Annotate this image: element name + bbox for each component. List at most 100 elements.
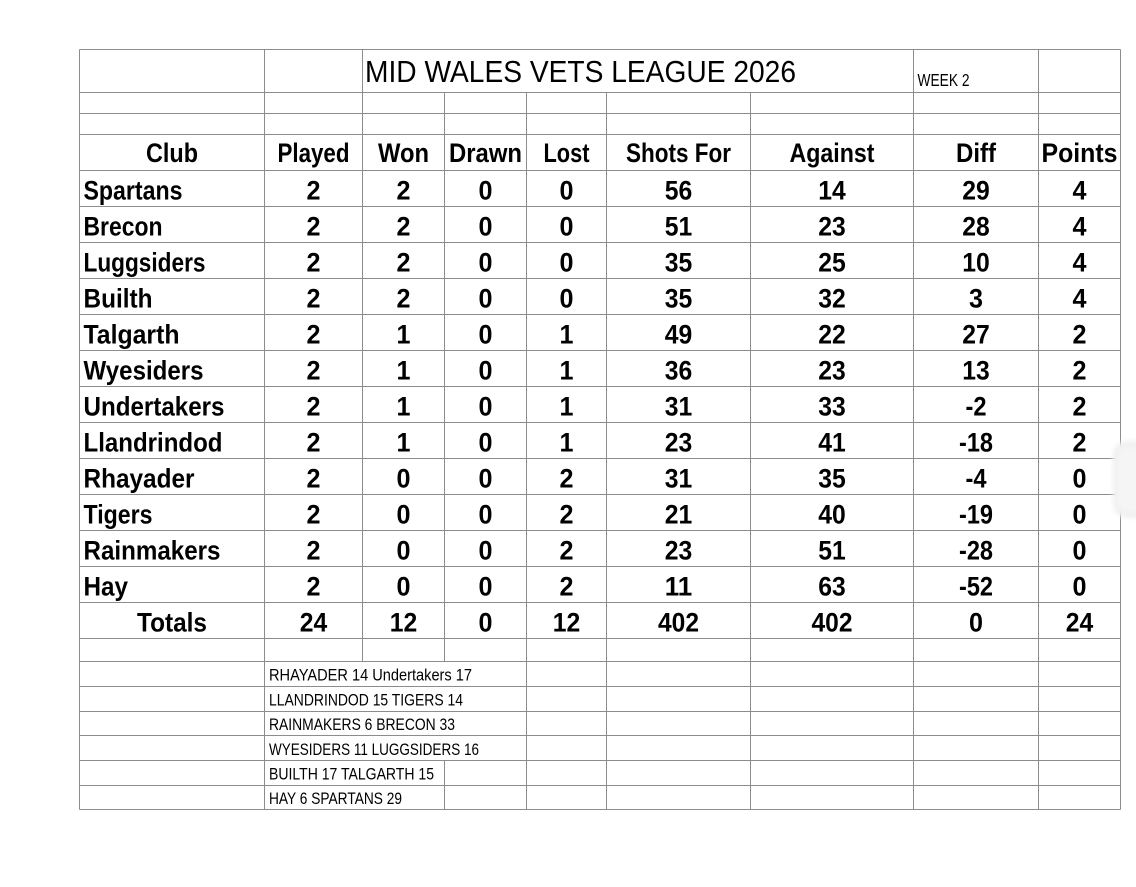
svg-text:Totals: Totals <box>137 608 207 638</box>
svg-text:Spartans: Spartans <box>84 176 183 206</box>
svg-text:2: 2 <box>307 176 321 206</box>
svg-text:Played: Played <box>278 138 350 168</box>
svg-text:Builth: Builth <box>84 284 153 314</box>
svg-text:63: 63 <box>818 572 846 602</box>
svg-text:3: 3 <box>969 284 983 314</box>
svg-text:0: 0 <box>479 356 493 386</box>
svg-text:2: 2 <box>560 536 574 566</box>
svg-text:WEEK 2: WEEK 2 <box>918 70 970 90</box>
svg-text:2: 2 <box>1073 356 1087 386</box>
svg-text:-2: -2 <box>966 392 987 422</box>
svg-text:Tigers: Tigers <box>84 500 153 530</box>
svg-text:Talgarth: Talgarth <box>84 320 180 350</box>
svg-text:35: 35 <box>818 464 846 494</box>
svg-text:24: 24 <box>300 608 328 638</box>
svg-text:HAY 6 SPARTANS 29: HAY 6 SPARTANS 29 <box>269 789 402 808</box>
svg-text:13: 13 <box>962 356 990 386</box>
svg-text:51: 51 <box>818 536 846 566</box>
svg-text:51: 51 <box>665 212 693 242</box>
svg-text:0: 0 <box>397 572 411 602</box>
svg-text:1: 1 <box>560 428 574 458</box>
svg-text:29: 29 <box>962 176 990 206</box>
svg-text:Points: Points <box>1042 138 1118 168</box>
svg-text:0: 0 <box>479 248 493 278</box>
svg-text:22: 22 <box>818 320 846 350</box>
svg-text:4: 4 <box>1073 284 1087 314</box>
svg-text:1: 1 <box>397 320 411 350</box>
svg-text:0: 0 <box>479 284 493 314</box>
svg-text:2: 2 <box>307 572 321 602</box>
svg-text:41: 41 <box>818 428 846 458</box>
svg-text:27: 27 <box>962 320 990 350</box>
svg-text:4: 4 <box>1073 212 1087 242</box>
svg-text:4: 4 <box>1073 248 1087 278</box>
svg-text:-52: -52 <box>959 572 993 602</box>
svg-text:2: 2 <box>1073 428 1087 458</box>
svg-text:24: 24 <box>1066 608 1094 638</box>
svg-text:WYESIDERS 11 LUGGSIDERS 16: WYESIDERS 11 LUGGSIDERS 16 <box>269 740 479 759</box>
svg-text:0: 0 <box>479 392 493 422</box>
svg-text:0: 0 <box>479 536 493 566</box>
svg-text:4: 4 <box>1073 176 1087 206</box>
svg-text:Brecon: Brecon <box>84 212 163 242</box>
svg-text:2: 2 <box>397 212 411 242</box>
svg-text:35: 35 <box>665 248 693 278</box>
svg-text:36: 36 <box>665 356 693 386</box>
svg-text:0: 0 <box>397 464 411 494</box>
svg-text:25: 25 <box>818 248 846 278</box>
svg-text:Luggsiders: Luggsiders <box>84 248 206 278</box>
svg-text:BUILTH 17 TALGARTH 15: BUILTH 17 TALGARTH 15 <box>269 765 434 784</box>
svg-text:21: 21 <box>665 500 693 530</box>
svg-text:11: 11 <box>665 572 693 602</box>
svg-text:0: 0 <box>397 536 411 566</box>
svg-text:Lost: Lost <box>544 138 590 168</box>
svg-text:2: 2 <box>397 176 411 206</box>
svg-text:RHAYADER 14 Undertakers 17: RHAYADER 14 Undertakers 17 <box>269 666 472 685</box>
svg-text:Rainmakers: Rainmakers <box>84 536 221 566</box>
svg-text:12: 12 <box>390 608 418 638</box>
svg-text:Hay: Hay <box>84 572 129 602</box>
svg-text:0: 0 <box>479 176 493 206</box>
svg-text:0: 0 <box>560 284 574 314</box>
svg-text:0: 0 <box>560 248 574 278</box>
svg-text:Wyesiders: Wyesiders <box>84 356 204 386</box>
svg-text:56: 56 <box>665 176 693 206</box>
svg-text:0: 0 <box>1073 500 1087 530</box>
svg-text:-18: -18 <box>959 428 993 458</box>
svg-text:23: 23 <box>665 428 693 458</box>
svg-text:2: 2 <box>560 464 574 494</box>
svg-text:0: 0 <box>479 608 493 638</box>
svg-text:14: 14 <box>818 176 846 206</box>
svg-text:0: 0 <box>479 500 493 530</box>
svg-text:23: 23 <box>665 536 693 566</box>
svg-text:-19: -19 <box>959 500 993 530</box>
svg-text:2: 2 <box>307 356 321 386</box>
svg-text:40: 40 <box>818 500 846 530</box>
svg-text:0: 0 <box>479 464 493 494</box>
svg-text:10: 10 <box>962 248 990 278</box>
svg-text:32: 32 <box>818 284 846 314</box>
svg-text:31: 31 <box>665 464 693 494</box>
svg-text:0: 0 <box>479 428 493 458</box>
svg-text:0: 0 <box>397 500 411 530</box>
svg-text:0: 0 <box>479 212 493 242</box>
svg-text:0: 0 <box>1073 464 1087 494</box>
svg-text:2: 2 <box>307 536 321 566</box>
svg-text:2: 2 <box>1073 392 1087 422</box>
svg-text:Shots For: Shots For <box>626 138 731 168</box>
svg-text:Drawn: Drawn <box>449 138 522 168</box>
svg-text:12: 12 <box>553 608 581 638</box>
svg-text:2: 2 <box>307 464 321 494</box>
svg-text:2: 2 <box>397 284 411 314</box>
svg-text:0: 0 <box>560 176 574 206</box>
svg-text:2: 2 <box>307 248 321 278</box>
svg-text:402: 402 <box>658 608 699 638</box>
svg-text:35: 35 <box>665 284 693 314</box>
svg-text:2: 2 <box>1073 320 1087 350</box>
svg-text:1: 1 <box>560 320 574 350</box>
svg-text:2: 2 <box>307 392 321 422</box>
svg-text:Rhayader: Rhayader <box>84 464 195 494</box>
svg-text:23: 23 <box>818 356 846 386</box>
svg-text:0: 0 <box>969 608 983 638</box>
svg-text:402: 402 <box>812 608 853 638</box>
